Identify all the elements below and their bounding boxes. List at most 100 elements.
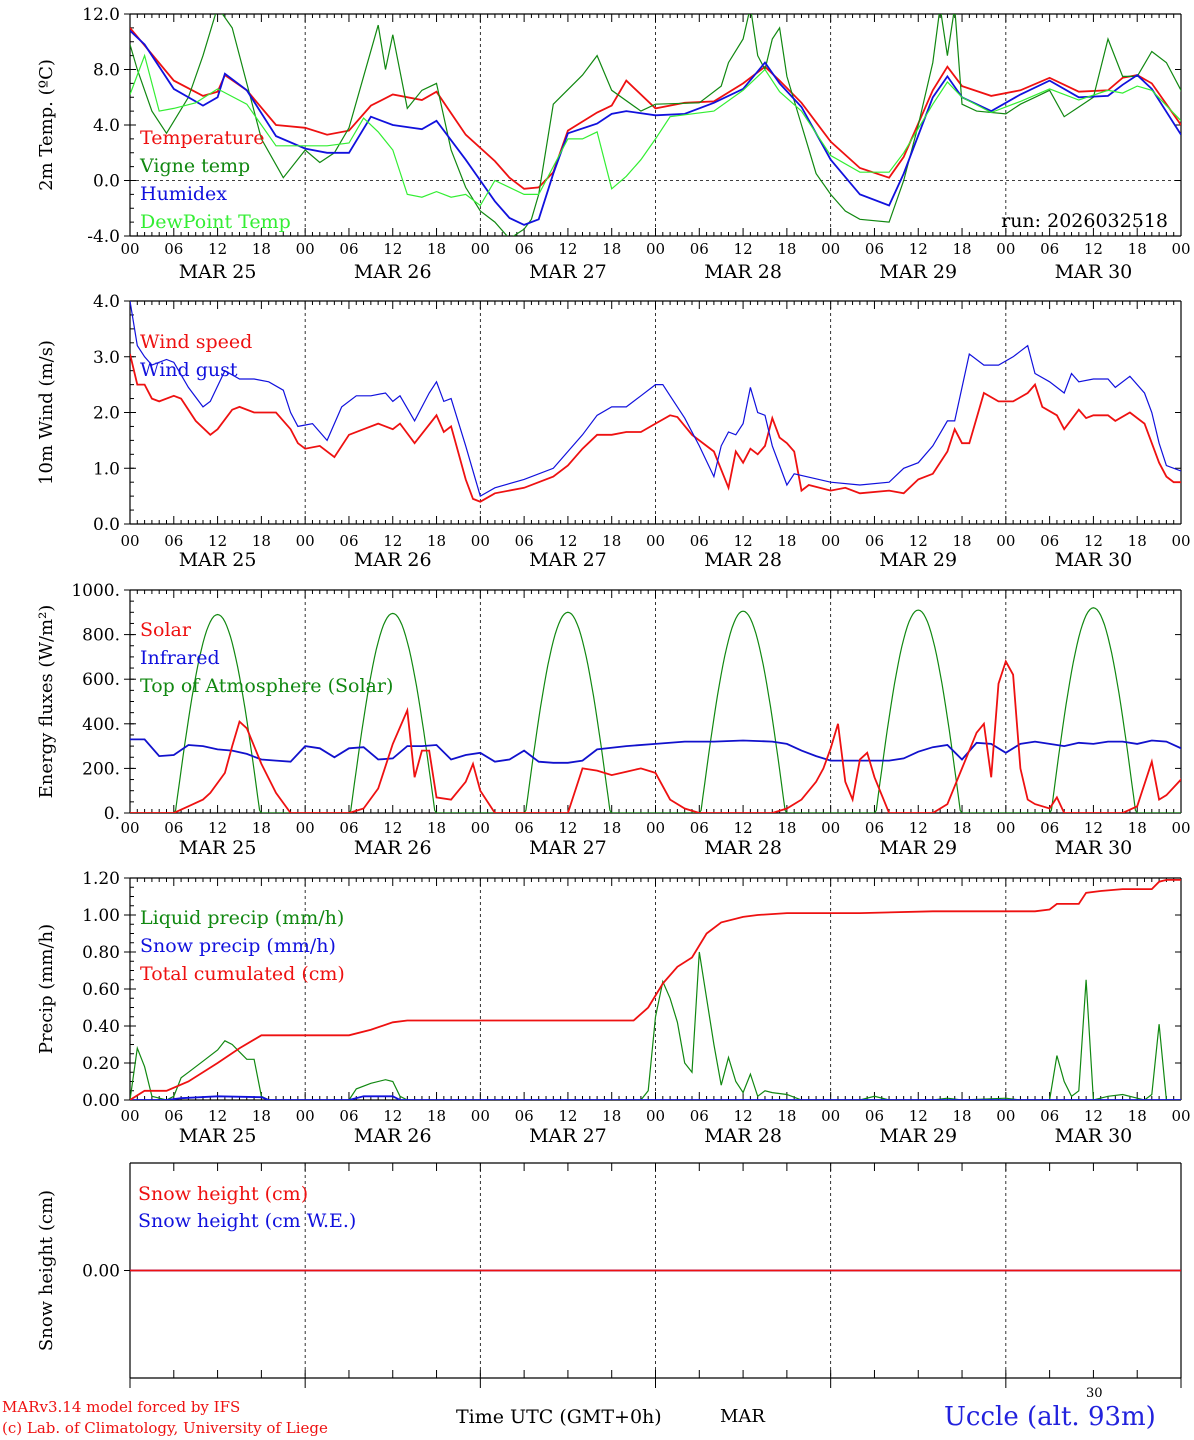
model-info-line2: (c) Lab. of Climatology, University of L…: [2, 1419, 328, 1437]
x-tick-label: 06: [164, 532, 183, 550]
y-axis-label: Snow height (cm): [36, 1190, 57, 1351]
y-axis-label: 2m Temp. (ºC): [36, 59, 57, 191]
x-tick-label: 18: [602, 240, 621, 258]
x-tick-label: 12: [909, 240, 928, 258]
y-tick-label: 0.00: [82, 1262, 120, 1282]
day-label: MAR 30: [1055, 261, 1133, 283]
x-tick-label: 00: [996, 532, 1015, 550]
x-tick-label: 06: [690, 1107, 709, 1125]
x-tick-label: 00: [1171, 1107, 1190, 1125]
x-tick-label: 18: [1128, 1107, 1147, 1125]
series-infrared: [130, 738, 1181, 764]
day-label: MAR 26: [354, 549, 432, 571]
y-axis-label: Energy fluxes (W/m²): [36, 605, 57, 799]
day-label: MAR 27: [529, 549, 607, 571]
x-tick-label: 18: [777, 1107, 796, 1125]
x-tick-label: 06: [690, 532, 709, 550]
x-tick-label: 12: [1084, 532, 1103, 550]
day-label: MAR 29: [879, 837, 957, 859]
x-tick-label: 12: [383, 819, 402, 837]
x-tick-label: 18: [252, 819, 271, 837]
x-tick-label: 06: [164, 1107, 183, 1125]
x-tick-label: 00: [821, 532, 840, 550]
x-tick-label: 06: [865, 240, 884, 258]
legend-entry: Wind gust: [140, 359, 238, 381]
x-tick-label: 00: [646, 1107, 665, 1125]
x-tick-label: 12: [383, 532, 402, 550]
y-tick-label: 4.0: [93, 292, 120, 312]
series-solar: [130, 659, 1181, 813]
x-tick-label: 00: [996, 819, 1015, 837]
day-label: MAR 27: [529, 837, 607, 859]
x-tick-label: 06: [339, 819, 358, 837]
day-label: MAR 28: [704, 549, 782, 571]
day-label: MAR 26: [354, 1125, 432, 1147]
series-dewpoint-temp: [130, 53, 1181, 207]
y-tick-label: 2.0: [93, 404, 120, 424]
series-snow-precip-mm-h-: [130, 1095, 1181, 1100]
x-tick-label: 18: [602, 532, 621, 550]
day-label: MAR 29: [879, 1125, 957, 1147]
x-tick-label: 18: [1128, 532, 1147, 550]
x-tick-label: 00: [296, 1107, 315, 1125]
x-tick-label: 12: [558, 240, 577, 258]
day-label: MAR 30: [1055, 549, 1133, 571]
x-tick-label: 00: [821, 1107, 840, 1125]
x-tick-label: 12: [1084, 240, 1103, 258]
legend-entry: Infrared: [140, 647, 220, 669]
x-tick-label: 12: [734, 240, 753, 258]
x-tick-label: 12: [383, 1107, 402, 1125]
panel-4: 00 06 12 18 00 06 12 18 00 06 12 18 00 06 12 18 00 06 12 18…: [36, 869, 1191, 1147]
x-tick-label: 12: [1084, 1107, 1103, 1125]
panel-5: 0.00 Snow height (cm) Snow height (cm) Snow…: [36, 1162, 1182, 1388]
x-tick-label: 18: [952, 1107, 971, 1125]
day-label: MAR 28: [704, 1125, 782, 1147]
x-tick-label: 00: [646, 819, 665, 837]
x-tick-label: 12: [383, 240, 402, 258]
panel-2: 00 06 12 18 00 06 12 18 00 06 12 18 00 06 12 18 00 06 12 18…: [36, 292, 1191, 571]
day-label: MAR 29: [879, 549, 957, 571]
day-label: MAR 26: [354, 837, 432, 859]
day-label: MAR 25: [179, 1125, 257, 1147]
series-wind-gust: [130, 301, 1181, 497]
day-label: MAR 28: [704, 837, 782, 859]
x-tick-label: 06: [1040, 532, 1059, 550]
x-tick-label: 06: [1040, 819, 1059, 837]
series-wind-speed: [130, 353, 1181, 503]
legend-entry: Top of Atmosphere (Solar): [140, 675, 393, 697]
month-label: MAR: [720, 1406, 765, 1427]
legend-entry: Humidex: [140, 183, 227, 205]
x-tick-label: 00: [821, 240, 840, 258]
x-tick-label: 12: [734, 532, 753, 550]
x-tick-label: 12: [208, 532, 227, 550]
legend-entry: Temperature: [140, 127, 264, 149]
x-tick-label: 06: [164, 819, 183, 837]
y-tick-label: 0.0: [93, 172, 120, 192]
x-tick-label: 06: [339, 240, 358, 258]
series-liquid-precip-mm-h-: [130, 951, 1181, 1100]
day-label: MAR 26: [354, 261, 432, 283]
day-label: MAR 30: [1055, 1125, 1133, 1147]
x-tick-label: 00: [1171, 240, 1190, 258]
day-label: MAR 27: [529, 1125, 607, 1147]
x-tick-label: 18: [427, 532, 446, 550]
x-tick-label: 00: [471, 532, 490, 550]
x-tick-label: 18: [427, 819, 446, 837]
series-temperature: [130, 27, 1181, 190]
legend-entry: Wind speed: [140, 331, 252, 353]
x-tick-label: 00: [646, 240, 665, 258]
x-tick-label: 00: [471, 240, 490, 258]
panel-1: 00 06 12 18 00 06 12 18 00 06 12 18 00 06 12 18 00 06 12 18…: [36, 5, 1191, 283]
x-tick-label: 00: [120, 240, 139, 258]
y-tick-label: 12.0: [82, 5, 120, 25]
x-tick-label: 00: [471, 819, 490, 837]
x-tick-label: 12: [208, 819, 227, 837]
x-tick-label: 00: [996, 240, 1015, 258]
x-tick-label: 06: [690, 819, 709, 837]
y-tick-label: 0.20: [82, 1054, 120, 1074]
x-tick-label: 00: [296, 819, 315, 837]
day-small-label: 30: [1086, 1386, 1103, 1401]
x-tick-label: 18: [952, 532, 971, 550]
x-tick-label: 06: [339, 1107, 358, 1125]
